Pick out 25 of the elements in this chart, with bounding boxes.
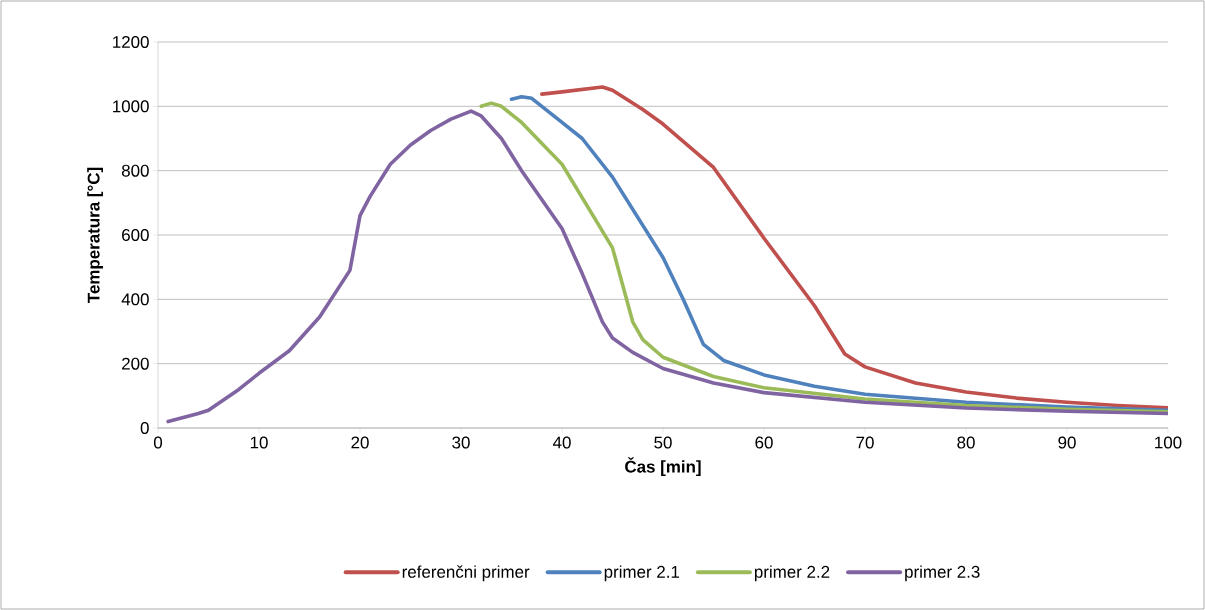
x-tick-label: 10: [250, 436, 268, 449]
legend-label: primer 2.1: [604, 565, 680, 582]
y-axis-title: Temperatura [°C]: [87, 167, 103, 303]
x-tick-label: 90: [1058, 436, 1076, 449]
y-tick-label: 400: [121, 293, 149, 306]
y-tick-label: 800: [121, 164, 149, 177]
x-tick-label: 80: [957, 436, 975, 449]
y-tick-label: 1000: [113, 100, 149, 113]
line-series: [166, 109, 1168, 424]
x-tick-label: 50: [654, 436, 672, 449]
x-tick-label: 40: [552, 436, 571, 449]
x-tick-label: 30: [452, 436, 470, 449]
x-tick-label: 70: [856, 436, 874, 449]
legend-label: referenčni primer: [402, 565, 530, 582]
x-tick-label: 20: [351, 436, 369, 449]
x-tick-label: 0: [153, 436, 163, 449]
y-tick-label: 200: [122, 357, 149, 370]
legend-label: primer 2.2: [754, 565, 830, 582]
x-tick-label: 100: [1155, 436, 1182, 449]
legend-label: primer 2.3: [905, 565, 980, 582]
x-tick-label: 60: [755, 436, 773, 449]
y-tick-label: 0: [140, 422, 149, 434]
x-axis-title: Čas [min]: [625, 457, 701, 477]
y-tick-label: 1200: [113, 36, 149, 48]
y-tick-label: 600: [122, 229, 149, 241]
